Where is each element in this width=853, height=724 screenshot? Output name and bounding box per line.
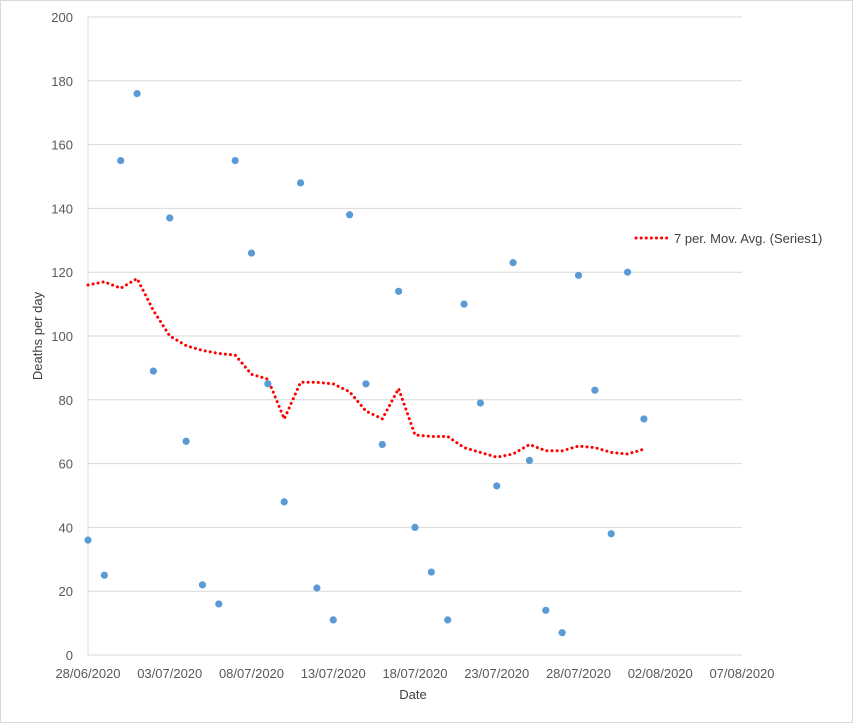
data-point bbox=[427, 568, 435, 576]
data-point bbox=[640, 415, 648, 423]
y-tick-label: 60 bbox=[59, 457, 73, 472]
data-point bbox=[247, 249, 256, 257]
data-point bbox=[493, 482, 501, 490]
x-tick-label: 23/07/2020 bbox=[464, 666, 529, 681]
data-point bbox=[296, 179, 305, 187]
gridlines bbox=[88, 16, 742, 592]
data-point bbox=[476, 399, 484, 407]
data-point bbox=[84, 536, 92, 544]
x-tick-label: 18/07/2020 bbox=[382, 666, 447, 681]
y-tick-label: 160 bbox=[51, 138, 73, 153]
data-point bbox=[395, 287, 403, 295]
x-tick-label: 07/08/2020 bbox=[709, 666, 774, 681]
data-point bbox=[133, 89, 141, 98]
data-point bbox=[574, 271, 583, 279]
x-axis-ticks: 28/06/2020 03/07/2020 08/07/2020 13/07/2020… bbox=[55, 666, 774, 681]
data-point bbox=[182, 437, 190, 445]
y-axis-ticks: 0 20 40 60 80 100 120 140 160 180 200 bbox=[51, 10, 73, 663]
moving-average-trendline bbox=[86, 277, 646, 459]
data-point bbox=[117, 156, 125, 165]
data-point bbox=[591, 386, 599, 394]
y-tick-label: 100 bbox=[51, 329, 73, 344]
data-points bbox=[84, 89, 648, 637]
y-tick-label: 0 bbox=[66, 648, 73, 663]
y-tick-label: 120 bbox=[51, 265, 73, 280]
data-point bbox=[100, 571, 108, 579]
y-tick-label: 140 bbox=[51, 201, 73, 216]
data-point bbox=[231, 156, 239, 165]
y-tick-label: 200 bbox=[51, 10, 73, 25]
data-point bbox=[607, 530, 615, 538]
y-tick-label: 20 bbox=[59, 584, 73, 599]
data-point bbox=[525, 456, 534, 465]
data-point bbox=[264, 380, 272, 388]
y-axis-title: Deaths per day bbox=[30, 291, 45, 380]
data-point bbox=[623, 268, 632, 276]
legend-label: 7 per. Mov. Avg. (Series1) bbox=[674, 231, 822, 246]
data-point bbox=[313, 584, 321, 592]
y-tick-label: 40 bbox=[59, 520, 73, 535]
data-point bbox=[166, 214, 174, 222]
y-tick-label: 180 bbox=[51, 74, 73, 89]
data-point bbox=[411, 523, 419, 532]
data-point bbox=[149, 367, 157, 375]
data-point bbox=[329, 616, 337, 624]
data-point bbox=[460, 300, 468, 308]
x-tick-label: 03/07/2020 bbox=[137, 666, 202, 681]
data-point bbox=[346, 211, 354, 219]
data-point bbox=[444, 616, 452, 624]
data-point bbox=[280, 498, 288, 506]
y-tick-label: 80 bbox=[59, 393, 73, 408]
x-tick-label: 28/07/2020 bbox=[546, 666, 611, 681]
x-tick-label: 02/08/2020 bbox=[628, 666, 693, 681]
data-point bbox=[198, 581, 207, 589]
x-tick-label: 13/07/2020 bbox=[301, 666, 366, 681]
data-point bbox=[509, 259, 517, 267]
data-point bbox=[378, 440, 386, 449]
x-tick-label: 28/06/2020 bbox=[55, 666, 120, 681]
data-point bbox=[542, 606, 550, 614]
legend: 7 per. Mov. Avg. (Series1) bbox=[634, 231, 822, 246]
x-axis-title: Date bbox=[399, 687, 426, 702]
data-point bbox=[362, 380, 370, 388]
data-point bbox=[558, 629, 566, 637]
data-point bbox=[215, 600, 223, 608]
x-tick-label: 08/07/2020 bbox=[219, 666, 284, 681]
